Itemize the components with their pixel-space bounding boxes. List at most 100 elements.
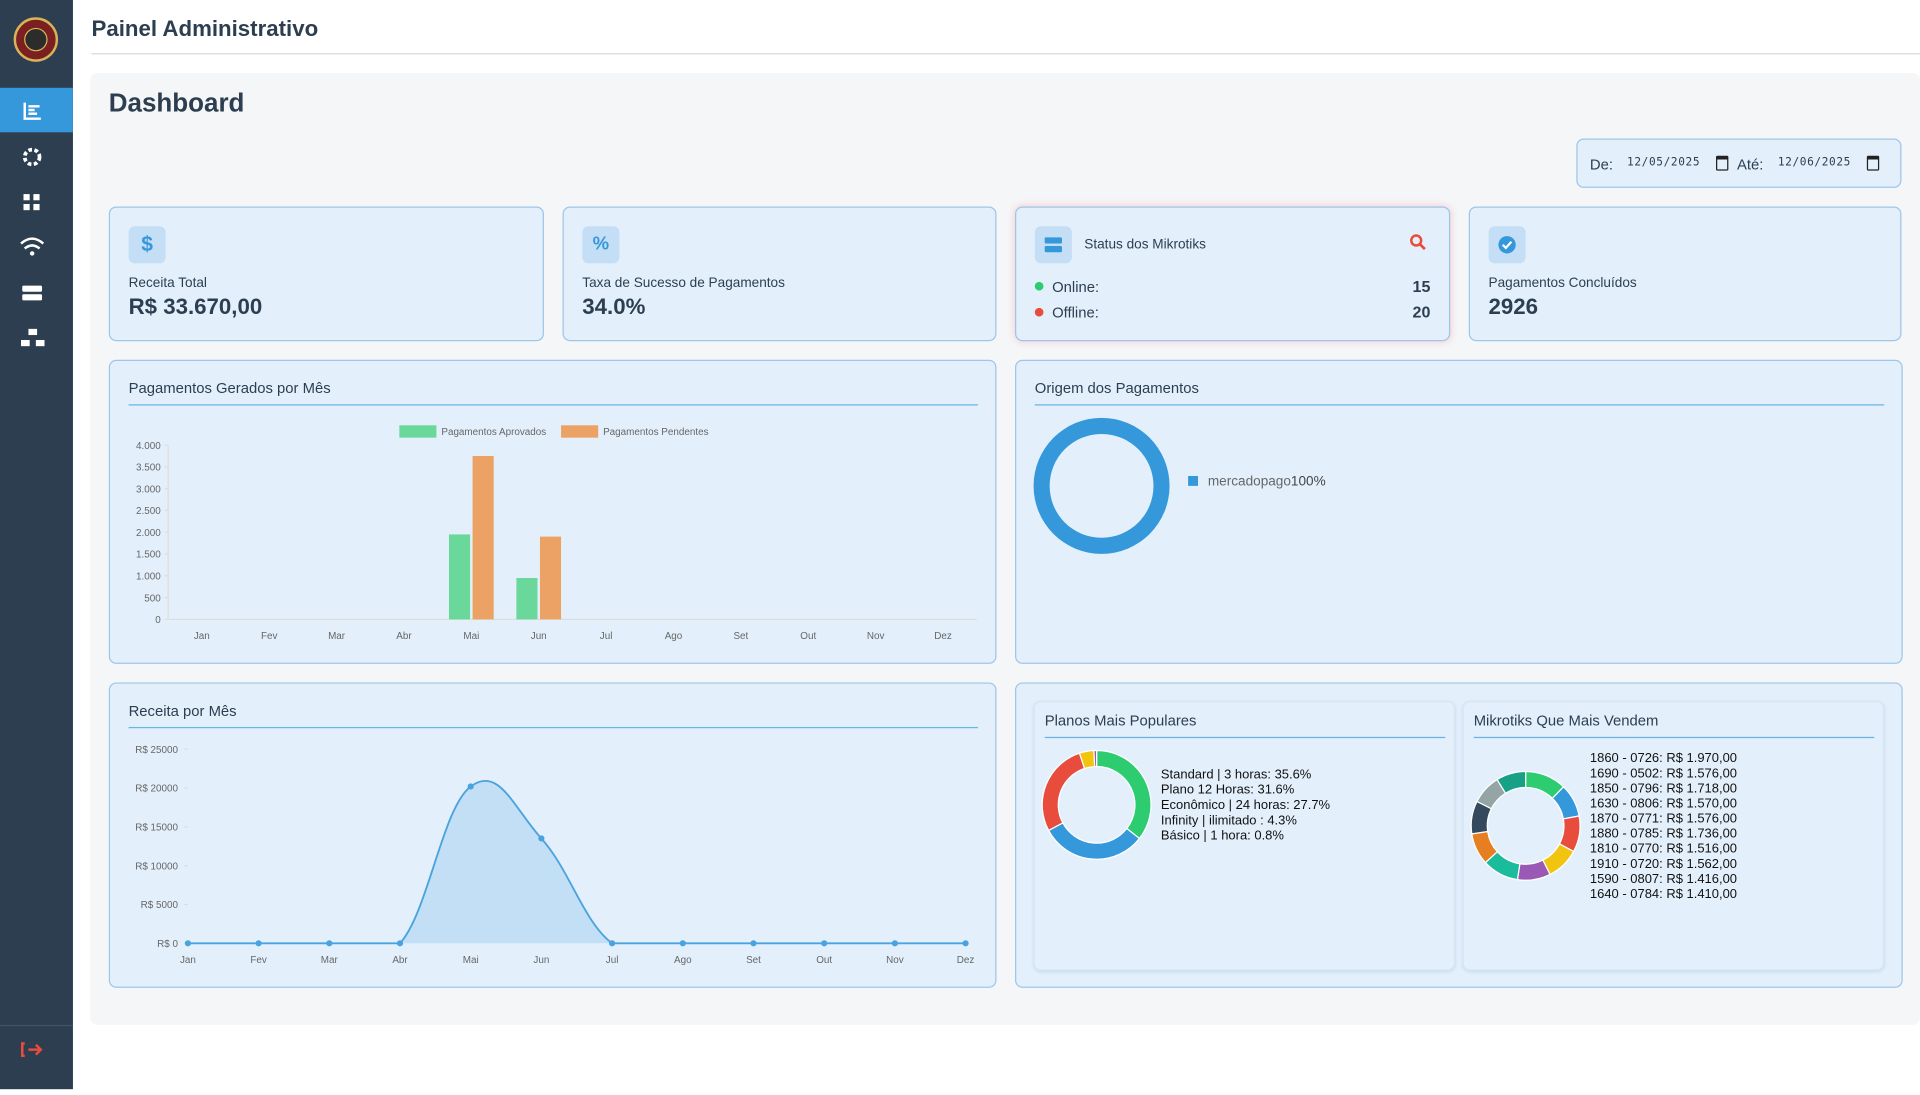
legend-label: 1590 - 0807: R$ 1.416,00 [1590, 871, 1737, 886]
nav-dashboard[interactable] [23, 102, 41, 120]
title-underline [128, 404, 978, 406]
point [679, 940, 686, 947]
nav-grid[interactable] [23, 194, 40, 211]
x-tick-label: Jan [194, 631, 210, 642]
point [891, 940, 898, 947]
logo-inner [24, 27, 48, 52]
to-date[interactable]: 12/06/2025 [1777, 157, 1852, 170]
card-success-rate: % Taxa de Sucesso de Pagamentos 34.0% [562, 206, 997, 342]
y-tick-label: 1.500 [136, 550, 161, 561]
title-underline [1044, 736, 1446, 739]
area [187, 780, 966, 944]
nav-network[interactable] [21, 328, 45, 347]
x-tick-label: Out [816, 955, 832, 966]
x-tick-label: Jun [533, 955, 549, 966]
legend-label: 1870 - 0771: R$ 1.576,00 [1590, 811, 1737, 826]
y-tick-label: R$ 15000 [135, 823, 178, 834]
slice [1496, 770, 1527, 795]
x-tick-label: Mar [321, 955, 339, 966]
panel-origin: Origem dos Pagamentos [1015, 359, 1903, 664]
bar [539, 536, 562, 620]
icon-server-bar [1044, 237, 1062, 244]
x-tick-label: Jul [600, 631, 613, 642]
sidebar-icons [0, 17, 73, 1058]
bar [449, 534, 471, 620]
legend-label: 1850 - 0796: R$ 1.718,00 [1590, 780, 1737, 795]
value-label: 100% [1291, 473, 1326, 488]
chart-title: Planos Mais Populares [1044, 712, 1197, 730]
legend-label: Standard | 3 horas: 35.6% [1161, 766, 1312, 781]
from-date[interactable]: 12/05/2025 [1626, 157, 1701, 170]
nav-active[interactable] [0, 87, 73, 133]
x-tick-label: Dez [934, 631, 952, 642]
card-value: 2926 [1488, 294, 1539, 319]
point [962, 940, 969, 947]
offline-count: 20 [1412, 302, 1431, 322]
legend-label: mercadopago [1208, 473, 1291, 488]
card-label: Pagamentos Concluídos [1488, 275, 1637, 291]
y-tick-label: 2.000 [136, 528, 161, 539]
legend-label: Plano 12 Horas: 31.6% [1161, 782, 1295, 797]
point [184, 940, 192, 947]
y-tick-label: 1.000 [136, 572, 161, 583]
legend-swatch [399, 425, 437, 438]
legend-label: 1690 - 0502: R$ 1.576,00 [1590, 765, 1737, 780]
x-tick-label: Dez [957, 955, 975, 966]
legend-label: Pagamentos Pendentes [603, 427, 708, 438]
x-tick-label: Abr [392, 955, 408, 966]
x-tick-label: Set [746, 955, 761, 966]
legend-label: Infinity | ilimitado : 4.3% [1161, 812, 1297, 827]
y-tick-label: R$ 25000 [135, 745, 178, 756]
y-tick-label: R$ 0 [157, 939, 178, 950]
slice [1033, 417, 1170, 554]
nav-servers[interactable] [22, 285, 43, 301]
y-tick-label: R$ 20000 [135, 784, 178, 795]
icon-server-bar [1044, 246, 1062, 253]
x-tick-label: Jan [180, 955, 196, 966]
y-tick-label: 500 [144, 593, 161, 604]
y-tick-label: R$ 5000 [141, 900, 179, 911]
legend-label: 1810 - 0770: R$ 1.516,00 [1590, 841, 1737, 856]
y-tick-label: 2.500 [136, 506, 161, 517]
x-tick-label: Mai [463, 955, 479, 966]
point [467, 783, 474, 790]
x-tick-label: Jun [531, 631, 547, 642]
card-label: Taxa de Sucesso de Pagamentos [582, 275, 785, 291]
nav-logout[interactable] [21, 1042, 43, 1058]
online-label: Online: [1052, 278, 1100, 296]
search-icon[interactable] [1409, 234, 1426, 251]
header-divider [91, 53, 1920, 55]
legend-label: 1630 - 0806: R$ 1.570,00 [1590, 795, 1737, 810]
to-calendar[interactable] [1866, 155, 1880, 171]
icon-dollar: $ [128, 226, 166, 264]
chart-title: Mikrotiks Que Mais Vendem [1473, 712, 1659, 730]
x-tick-label: Mai [463, 631, 479, 642]
slice [1041, 752, 1086, 832]
from-label: De: [1589, 155, 1614, 174]
offline-dot [1034, 307, 1044, 317]
legend-swatch [1188, 475, 1198, 486]
sidebar-divider [0, 1024, 73, 1027]
legend-label: 1640 - 0784: R$ 1.410,00 [1590, 886, 1737, 901]
card-label: Receita Total [128, 275, 207, 291]
x-tick-label: Ago [665, 631, 683, 642]
from-calendar[interactable] [1716, 155, 1729, 171]
page-title: Dashboard [108, 89, 245, 118]
panel-top-mikrotiks: Mikrotiks Que Mais Vendem [1462, 700, 1885, 971]
card-revenue: $ Receita Total R$ 33.670,00 [108, 206, 544, 342]
bar [472, 455, 494, 620]
x-tick-label: Mar [328, 631, 346, 642]
y-tick-label: R$ 10000 [135, 861, 178, 872]
x-tick-label: Fev [261, 631, 278, 642]
legend-label: Pagamentos Aprovados [441, 427, 546, 438]
nav-wifi[interactable] [20, 237, 45, 250]
nav-settings[interactable] [22, 147, 42, 167]
x-tick-label: Nov [867, 631, 885, 642]
header-title: Painel Administrativo [91, 16, 319, 41]
date-filter: De: 12/05/2025 Até: 12/06/2025 [1576, 138, 1902, 188]
point [326, 940, 333, 947]
slice [1095, 749, 1152, 840]
nav-wifi-dot [29, 251, 35, 256]
legend-label: 1860 - 0726: R$ 1.970,00 [1590, 750, 1737, 765]
panel-rankings: Planos Mais Populares Mikrotiks Que Mais… [1015, 682, 1903, 988]
